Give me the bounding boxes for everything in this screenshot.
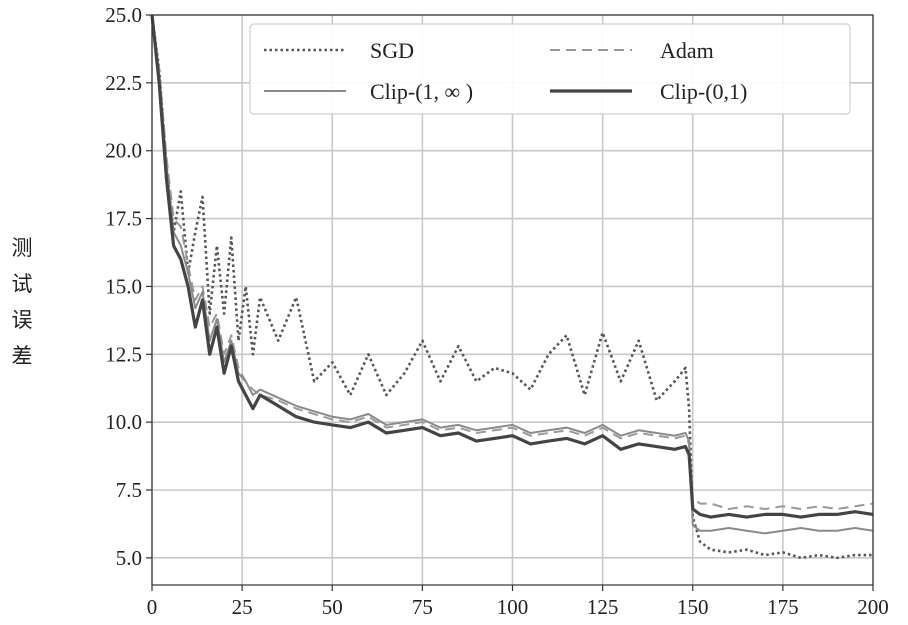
x-axis: 0 25 50 75 100 125 150 175 200 [147, 585, 889, 619]
y-tick-label: 5.0 [116, 546, 142, 570]
x-tick-label: 25 [232, 595, 253, 619]
series-layer [150, 14, 874, 560]
y-tick-label: 17.5 [105, 207, 142, 231]
y-tick-label: 7.5 [116, 478, 142, 502]
legend: SGD Adam Clip-(1, ∞ ) Clip-(0,1) [249, 23, 851, 115]
legend-label-1: Adam [660, 38, 714, 63]
legend-label-0: SGD [370, 38, 414, 63]
y-tick-label: 12.5 [105, 342, 142, 366]
y-tick-label: 20.0 [105, 139, 142, 163]
x-tick-label: 0 [147, 595, 158, 619]
y-tick-label: 10.0 [105, 410, 142, 434]
x-tick-label: 50 [322, 595, 343, 619]
legend-label-2: Clip-(1, ∞ ) [370, 79, 473, 104]
series-line-1 [151, 14, 874, 510]
y-axis-title: 测试误差 [12, 236, 33, 368]
x-tick-label: 200 [857, 595, 889, 619]
x-tick-label: 100 [497, 595, 529, 619]
x-tick-label: 125 [587, 595, 619, 619]
y-tick-label: 22.5 [105, 71, 142, 95]
y-tick-label: 25.0 [105, 3, 142, 27]
x-tick-label: 75 [412, 595, 433, 619]
y-axis-label: 测试误差 [12, 236, 33, 368]
series-line-0 [150, 14, 873, 560]
series-line-3 [150, 14, 874, 519]
y-tick-label: 15.0 [105, 274, 142, 298]
x-tick-label: 150 [677, 595, 709, 619]
legend-box [249, 23, 851, 115]
x-tick-label: 175 [767, 595, 799, 619]
series-line-2 [151, 14, 874, 535]
y-axis: 5.0 7.5 10.0 12.5 15.0 17.5 20.0 22.5 25.0 [105, 3, 152, 570]
legend-label-3: Clip-(0,1) [660, 79, 747, 104]
